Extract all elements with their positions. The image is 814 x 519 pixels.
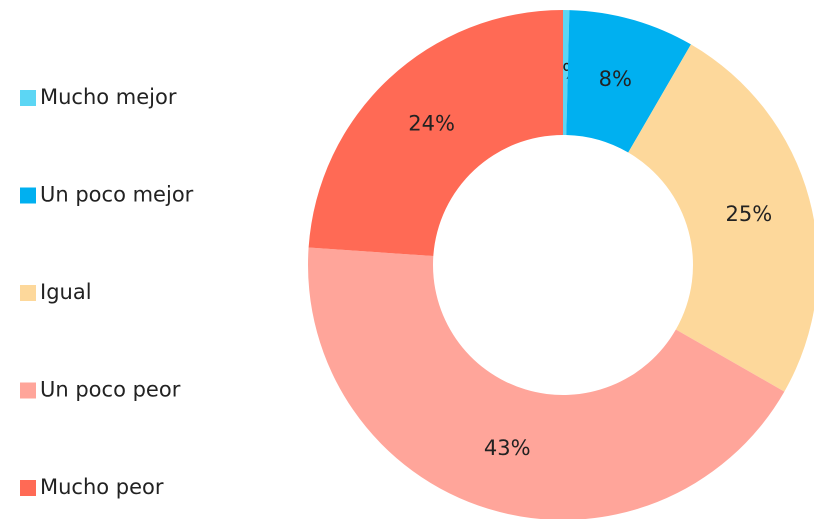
legend-swatch [20,187,36,204]
donut-slice [308,10,563,257]
data-label: 43% [484,436,531,460]
donut-slice [566,10,691,153]
legend-swatch [20,285,36,301]
legend-swatch [20,480,36,496]
legend-label: Un poco peor [40,378,181,402]
legend-label: Igual [40,280,92,304]
legend-label: Mucho peor [40,475,164,499]
data-label: 24% [408,111,455,135]
legend-swatch [20,90,36,106]
data-label: 25% [726,202,773,226]
data-label: 8% [599,67,632,91]
donut-slice [628,44,814,392]
donut-slice [563,10,570,136]
legend-label: Mucho mejor [40,85,177,109]
donut-slice [308,247,785,519]
legend-swatch [20,382,36,399]
legend-label: Un poco mejor [40,183,194,207]
